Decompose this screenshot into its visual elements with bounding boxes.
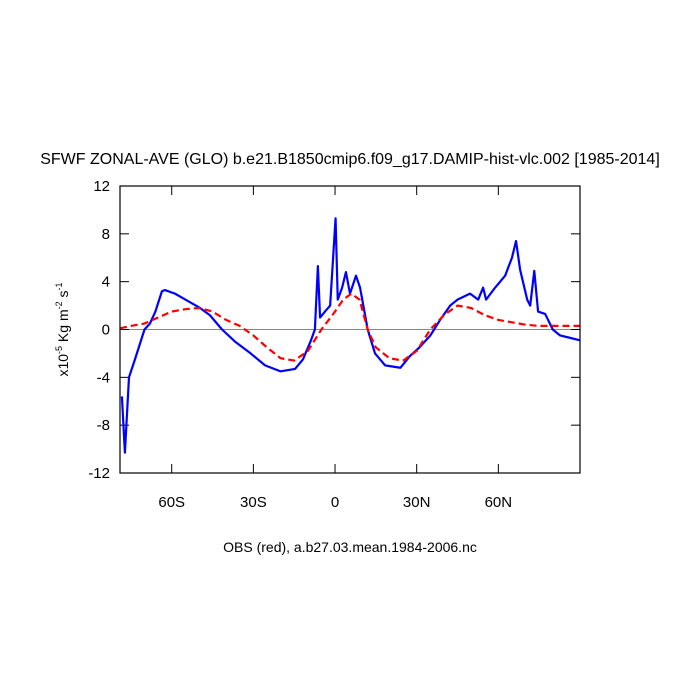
x-tick-label: 30S: [240, 494, 267, 511]
y-axis-label-part: Kg m: [55, 309, 71, 346]
y-axis-label-sup: -2: [54, 301, 64, 309]
x-tick-label: 60N: [485, 494, 513, 511]
x-tick-label: 0: [331, 494, 339, 511]
series-line: [120, 217, 581, 454]
y-tick-label: -4: [97, 369, 110, 386]
y-axis-label-sup: -5: [54, 346, 64, 354]
y-tick-label: 12: [93, 178, 110, 195]
y-tick-label: -12: [88, 465, 110, 482]
y-axis-label-part: x10: [55, 354, 71, 377]
y-axis-label-part: s: [55, 290, 71, 301]
footnote: OBS (red), a.b27.03.mean.1984-2006.nc: [223, 539, 477, 555]
series-line: [119, 292, 580, 362]
y-tick-label: 0: [102, 322, 110, 339]
x-tick-label: 30N: [403, 494, 431, 511]
plot-frame: [119, 185, 581, 474]
y-tick-label: -8: [97, 417, 110, 434]
y-axis-label-sup: -1: [54, 282, 64, 290]
y-axis-label: x10-5 Kg m-2 s-1: [54, 282, 71, 376]
y-tick-label: 4: [102, 274, 110, 291]
y-tick-label: 8: [102, 226, 110, 243]
chart-title: SFWF ZONAL-AVE (GLO) b.e21.B1850cmip6.f0…: [40, 151, 660, 168]
x-tick-label: 60S: [158, 494, 185, 511]
